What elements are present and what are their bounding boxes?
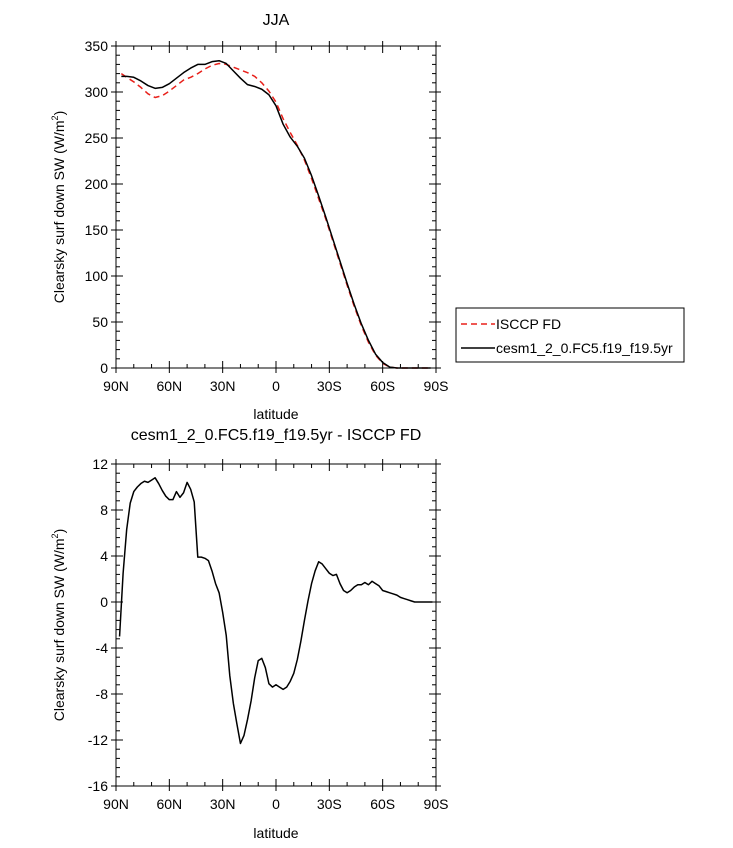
y-tick-label: 4	[100, 548, 108, 564]
y-tick-label: 50	[92, 314, 108, 330]
y-tick-label: 250	[85, 130, 109, 146]
x-tick-label: 60S	[370, 378, 395, 394]
x-tick-label: 30N	[210, 378, 236, 394]
series-line-isccp	[120, 62, 431, 369]
y-tick-label: 100	[85, 268, 109, 284]
bottom-y-tick-labels: -16 -12 -8 -4 0 4 8 12	[88, 456, 108, 794]
y-tick-label: -16	[88, 778, 108, 794]
bottom-y-axis-label-sup: 2	[50, 533, 60, 538]
top-y-axis-label: Clearsky surf down SW (W/m2)	[50, 111, 67, 304]
bottom-chart-ticks	[111, 459, 441, 791]
legend-box	[455, 307, 685, 363]
x-tick-label: 60N	[156, 796, 182, 812]
y-tick-label: -4	[96, 640, 109, 656]
bottom-y-axis-label-main: Clearsky surf down SW (W/m	[51, 538, 67, 721]
top-x-axis-label: latitude	[253, 406, 298, 422]
bottom-plot-frame	[115, 463, 437, 787]
top-chart-series	[120, 59, 431, 369]
x-tick-label: 0	[272, 378, 280, 394]
bottom-chart: cesm1_2_0.FC5.f19_f19.5yr - ISCCP FD -16…	[50, 427, 448, 841]
series-line-cesm	[121, 59, 431, 369]
top-y-axis-label-main: Clearsky surf down SW (W/m	[51, 120, 67, 303]
y-tick-label: 300	[85, 84, 109, 100]
x-tick-label: 90N	[103, 378, 129, 394]
top-y-axis-label-sup: 2	[50, 115, 60, 120]
top-chart: JJA 0 50 100 150 200 250 300 350 90N 60N 30N 0 30S 6…	[50, 12, 448, 422]
series-line-difference	[118, 477, 433, 745]
legend: ISCCP FD cesm1_2_0.FC5.f19_f19.5yr	[455, 307, 685, 363]
bottom-chart-title: cesm1_2_0.FC5.f19_f19.5yr - ISCCP FD	[131, 427, 422, 444]
top-chart-title: JJA	[263, 12, 290, 29]
y-tick-label: -12	[88, 732, 108, 748]
y-tick-label: 0	[100, 360, 108, 376]
x-tick-label: 60S	[370, 796, 395, 812]
x-tick-label: 90S	[424, 378, 449, 394]
x-tick-label: 90N	[103, 796, 129, 812]
bottom-y-axis-label: Clearsky surf down SW (W/m2)	[50, 529, 67, 722]
bottom-y-axis-label-close: )	[51, 529, 67, 534]
y-tick-label: 150	[85, 222, 109, 238]
bottom-x-axis-label: latitude	[253, 825, 298, 841]
y-tick-label: -8	[96, 686, 109, 702]
legend-label-isccp: ISCCP FD	[496, 316, 561, 332]
top-x-tick-labels: 90N 60N 30N 0 30S 60S 90S	[103, 378, 448, 394]
x-tick-label: 0	[272, 796, 280, 812]
bottom-chart-series	[118, 477, 433, 745]
x-tick-label: 30S	[317, 796, 342, 812]
x-tick-label: 30S	[317, 378, 342, 394]
bottom-x-tick-labels: 90N 60N 30N 0 30S 60S 90S	[103, 796, 448, 812]
y-tick-label: 200	[85, 176, 109, 192]
legend-label-cesm: cesm1_2_0.FC5.f19_f19.5yr	[496, 340, 673, 356]
x-tick-label: 90S	[424, 796, 449, 812]
y-tick-label: 350	[85, 38, 109, 54]
top-chart-ticks	[111, 41, 441, 373]
top-y-axis-label-close: )	[51, 111, 67, 116]
x-tick-label: 30N	[210, 796, 236, 812]
top-y-tick-labels: 0 50 100 150 200 250 300 350	[85, 38, 109, 376]
y-tick-label: 0	[100, 594, 108, 610]
x-tick-label: 60N	[156, 378, 182, 394]
y-tick-label: 12	[92, 456, 108, 472]
y-tick-label: 8	[100, 502, 108, 518]
